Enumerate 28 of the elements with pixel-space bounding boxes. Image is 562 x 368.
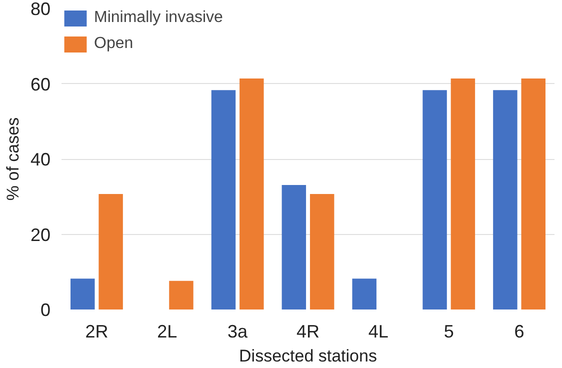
x-tick-label: 4L [368, 322, 388, 342]
bar [282, 184, 306, 310]
y-tick-label: 80 [30, 0, 51, 19]
legend-label: Open [94, 35, 134, 53]
bar [422, 90, 447, 310]
legend-label: Minimally invasive [94, 9, 223, 27]
x-tick-label: 3a [228, 322, 249, 342]
bar [70, 278, 95, 310]
bar [310, 194, 334, 310]
x-tick-label: 2R [85, 322, 108, 342]
bar [98, 194, 123, 310]
bar [521, 78, 546, 310]
x-tick-label: 6 [514, 322, 524, 342]
bar [240, 78, 264, 310]
y-tick-label: 20 [30, 224, 51, 245]
bar [493, 90, 518, 310]
bar [352, 278, 376, 310]
y-axis-title: % of cases [3, 117, 22, 201]
y-tick-label: 0 [40, 300, 51, 320]
bar [450, 78, 476, 310]
bar [169, 280, 194, 310]
x-tick-label: 5 [444, 322, 454, 342]
bar [211, 90, 236, 310]
x-tick-label: 2L [157, 322, 178, 342]
x-tick-label: 4R [296, 322, 320, 342]
y-tick-label: 60 [30, 74, 51, 94]
x-axis-title: Dissected stations [239, 346, 377, 366]
y-tick-label: 40 [30, 150, 51, 170]
